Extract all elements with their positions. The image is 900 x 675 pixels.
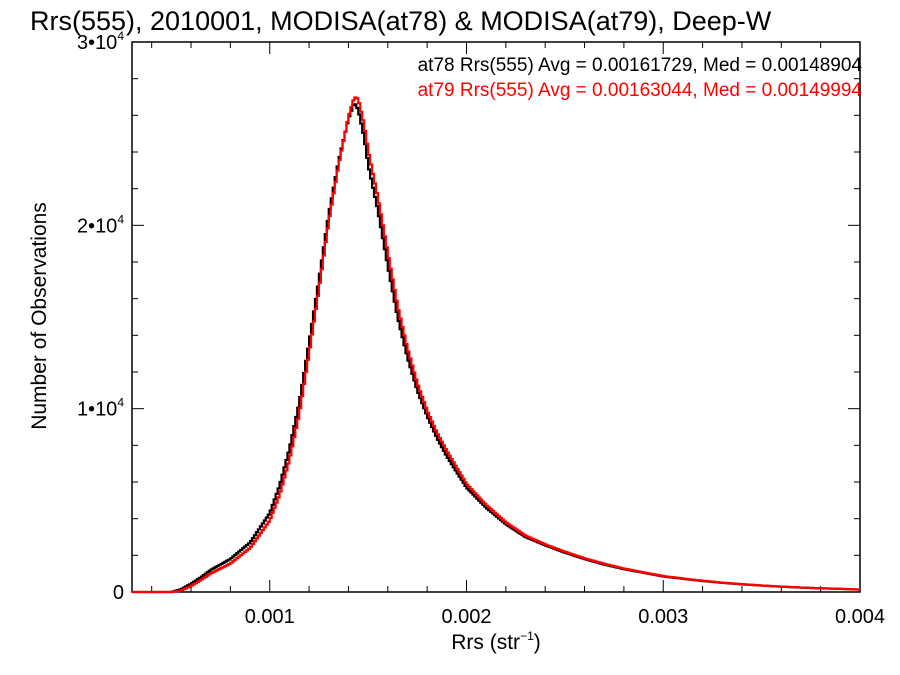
- y-tick-label-1: 1•104: [77, 396, 124, 421]
- y-tick-mantissa-2: 2•10: [77, 215, 117, 237]
- x-tick-labels: 0.001 0.002 0.003 0.004: [245, 606, 885, 628]
- x-axis-title-superscript: −1: [520, 629, 534, 643]
- y-axis-title: Number of Observations: [28, 202, 51, 430]
- y-tick-exponent-3: 4: [117, 29, 124, 43]
- series-line-at78: [132, 103, 860, 594]
- y-tick-label-2: 2•104: [77, 212, 124, 237]
- y-tick-mantissa-1: 1•10: [77, 399, 117, 421]
- y-tick-label-3: 3•104: [77, 29, 124, 54]
- chart-title: Rrs(555), 2010001, MODISA(at78) & MODISA…: [30, 6, 772, 36]
- y-tick-exponent-1: 4: [117, 396, 124, 410]
- tick-marks: [132, 41, 861, 593]
- x-axis-title: Rrs (str−1): [451, 629, 541, 654]
- x-axis-title-close: ): [534, 631, 541, 654]
- legend-entry-at79: at79 Rrs(555) Avg = 0.00163044, Med = 0.…: [418, 80, 863, 101]
- legend-entry-at78: at78 Rrs(555) Avg = 0.00161729, Med = 0.…: [418, 55, 863, 76]
- series-lines: [132, 96, 860, 594]
- y-tick-mantissa-0: 0: [113, 582, 124, 604]
- y-tick-label-0: 0: [113, 582, 124, 604]
- y-tick-mantissa-3: 3•10: [77, 32, 117, 54]
- plot-frame: [131, 41, 861, 593]
- series-line-at79: [132, 96, 860, 594]
- x-tick-label-0: 0.001: [245, 606, 295, 628]
- x-axis-title-base: Rrs (str: [451, 631, 520, 654]
- x-tick-label-3: 0.004: [835, 606, 885, 628]
- x-tick-label-1: 0.002: [441, 606, 491, 628]
- y-tick-exponent-2: 4: [117, 212, 124, 226]
- x-tick-label-2: 0.003: [638, 606, 688, 628]
